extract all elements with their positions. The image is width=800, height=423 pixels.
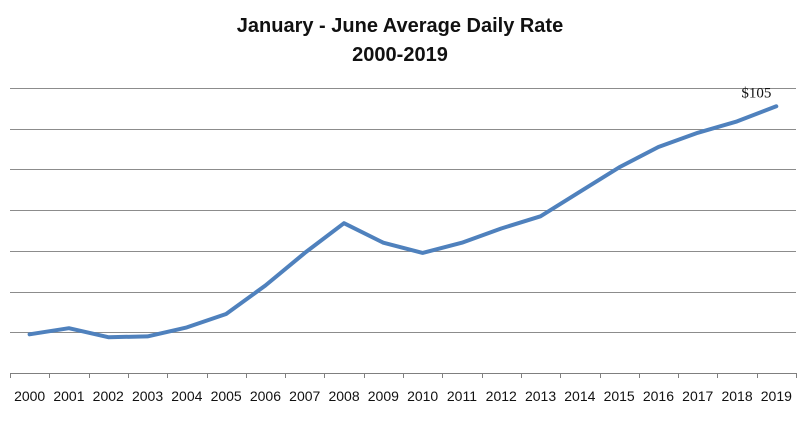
x-tick-label: 2003 [132,388,163,404]
data-point [696,131,700,135]
x-tick-label: 2016 [643,388,674,404]
x-tick-label: 2015 [604,388,635,404]
data-point [106,335,110,339]
x-tick-label: 2013 [525,388,556,404]
data-point [578,190,582,194]
x-tick-label: 2012 [486,388,517,404]
data-point [656,145,660,149]
data-point [735,119,739,123]
x-tick-label: 2010 [407,388,438,404]
x-tick-label: 2000 [14,388,45,404]
data-point [263,283,267,287]
data-point [342,221,346,225]
data-point [224,312,228,316]
data-point [185,325,189,329]
data-point [303,251,307,255]
data-point [460,241,464,245]
x-tick-label: 2011 [447,388,477,404]
x-tick-label: 2017 [682,388,713,404]
x-tick-label: 2019 [761,388,792,404]
data-point [499,226,503,230]
chart-subtitle: 2000-2019 [352,44,448,66]
data-point [28,332,32,336]
x-tick-label: 2009 [368,388,399,404]
x-tick-label: 2001 [53,388,84,404]
x-tick-label: 2018 [721,388,752,404]
data-point [146,334,150,338]
x-tick-label: 2005 [211,388,242,404]
data-point [381,241,385,245]
data-point [774,104,778,108]
data-point [421,251,425,255]
chart-title: January - June Average Daily Rate [236,15,564,37]
x-tick-label: 2007 [289,388,320,404]
x-tick-label: 2004 [171,388,202,404]
series-line [27,104,779,340]
x-tick-label: 2014 [564,388,595,404]
data-point [539,214,543,218]
x-tick-label: 2002 [93,388,124,404]
data-point [67,326,71,330]
x-tick-label: 2006 [250,388,281,404]
x-tick-label: 2008 [328,388,359,404]
end-value-label: $105 [741,85,771,101]
data-point [617,165,621,169]
